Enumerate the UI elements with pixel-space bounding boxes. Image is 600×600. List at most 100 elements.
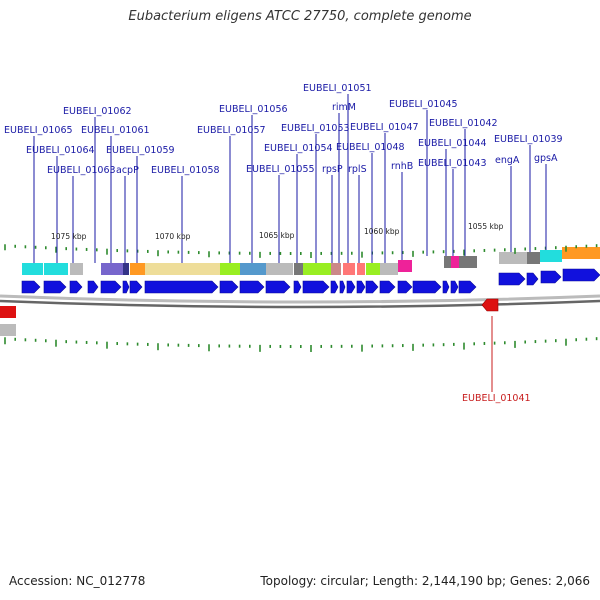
forward-gene-arrow[interactable] xyxy=(412,280,442,294)
genome-backbone xyxy=(0,299,600,309)
reverse-gene-arrow[interactable] xyxy=(481,298,499,312)
gene-label[interactable]: EUBELI_01043 xyxy=(418,158,487,169)
genome-backbone-shadow xyxy=(0,294,600,304)
feature-block xyxy=(499,252,527,264)
gene-label[interactable]: EUBELI_01044 xyxy=(418,138,487,149)
forward-gene-arrow[interactable] xyxy=(397,280,413,294)
feature-block xyxy=(562,247,600,259)
gene-label[interactable]: EUBELI_01047 xyxy=(350,122,419,133)
forward-gene-arrow[interactable] xyxy=(330,280,339,294)
feature-block xyxy=(294,263,303,275)
feature-block xyxy=(451,256,459,268)
feature-block xyxy=(380,263,398,275)
forward-gene-arrow[interactable] xyxy=(540,270,562,284)
forward-gene-arrow[interactable] xyxy=(302,280,330,294)
forward-gene-arrow[interactable] xyxy=(21,280,41,294)
gene-label[interactable]: gpsA xyxy=(534,153,558,164)
forward-gene-arrow[interactable] xyxy=(498,272,526,286)
forward-gene-arrow[interactable] xyxy=(43,280,67,294)
forward-gene-arrow[interactable] xyxy=(442,280,450,294)
feature-block xyxy=(145,263,220,275)
gene-label[interactable]: rpsP xyxy=(322,164,343,175)
forward-gene-arrow[interactable] xyxy=(239,280,265,294)
forward-gene-arrow[interactable] xyxy=(562,268,600,282)
feature-block xyxy=(22,263,43,275)
gene-label[interactable]: EUBELI_01056 xyxy=(219,104,288,115)
gene-label[interactable]: EUBELI_01065 xyxy=(4,125,73,136)
gene-label[interactable]: EUBELI_01053 xyxy=(281,123,350,134)
gene-label[interactable]: EUBELI_01054 xyxy=(264,143,333,154)
feature-block-left-edge xyxy=(0,324,16,336)
feature-block xyxy=(444,256,451,268)
forward-gene-arrow[interactable] xyxy=(219,280,239,294)
gene-label[interactable]: EUBELI_01057 xyxy=(197,125,266,136)
scale-label: 1070 kbp xyxy=(155,232,191,241)
gene-label[interactable]: EUBELI_01059 xyxy=(106,145,175,156)
gene-label[interactable]: rplS xyxy=(348,164,367,175)
feature-block xyxy=(357,263,365,275)
gene-label[interactable]: EUBELI_01042 xyxy=(429,118,498,129)
scale-label: 1055 kbp xyxy=(468,222,504,231)
forward-gene-arrow[interactable] xyxy=(365,280,379,294)
reverse-gene-track xyxy=(481,298,499,312)
reverse-gene-left-edge[interactable] xyxy=(0,306,16,318)
forward-gene-arrow[interactable] xyxy=(293,280,302,294)
feature-block xyxy=(70,263,83,275)
feature-block xyxy=(459,256,477,268)
accession-text: Accession: NC_012778 xyxy=(9,574,146,588)
scale-label: 1060 kbp xyxy=(364,227,400,236)
scale-ticks xyxy=(4,244,598,352)
feature-block xyxy=(44,263,68,275)
feature-block xyxy=(101,263,123,275)
gene-label[interactable]: EUBELI_01063 xyxy=(47,165,116,176)
forward-gene-arrow[interactable] xyxy=(87,280,99,294)
forward-gene-arrow[interactable] xyxy=(129,280,143,294)
forward-gene-arrow[interactable] xyxy=(526,272,539,286)
feature-block xyxy=(130,263,145,275)
feature-block xyxy=(123,263,129,275)
feature-block xyxy=(240,263,266,275)
gene-label[interactable]: EUBELI_01041 xyxy=(462,393,531,404)
feature-block xyxy=(527,252,540,264)
gene-label[interactable]: EUBELI_01061 xyxy=(81,125,150,136)
feature-block xyxy=(540,250,562,262)
forward-gene-arrow[interactable] xyxy=(265,280,291,294)
forward-gene-arrow[interactable] xyxy=(356,280,366,294)
feature-band xyxy=(22,247,600,275)
forward-gene-arrow[interactable] xyxy=(122,280,130,294)
feature-block xyxy=(398,260,412,272)
gene-label[interactable]: EUBELI_01062 xyxy=(63,106,132,117)
gene-label[interactable]: EUBELI_01048 xyxy=(336,142,405,153)
forward-gene-arrow[interactable] xyxy=(144,280,219,294)
gene-label[interactable]: EUBELI_01051 xyxy=(303,83,372,94)
feature-block xyxy=(366,263,380,275)
gene-label[interactable]: EUBELI_01058 xyxy=(151,165,220,176)
gene-label[interactable]: EUBELI_01039 xyxy=(494,134,563,145)
feature-block xyxy=(343,263,355,275)
forward-gene-arrow[interactable] xyxy=(346,280,356,294)
gene-label[interactable]: EUBELI_01045 xyxy=(389,99,458,110)
forward-gene-arrow[interactable] xyxy=(69,280,83,294)
scale-label: 1065 kbp xyxy=(259,231,295,240)
feature-block xyxy=(266,263,293,275)
scale-label: 1075 kbp xyxy=(51,232,87,241)
forward-gene-track xyxy=(21,268,600,294)
forward-gene-arrow[interactable] xyxy=(450,280,459,294)
genome-summary-text: Topology: circular; Length: 2,144,190 bp… xyxy=(260,574,590,588)
feature-block xyxy=(303,263,331,275)
forward-gene-arrow[interactable] xyxy=(458,280,477,294)
feature-block xyxy=(331,263,341,275)
gene-leader-lines xyxy=(33,94,547,392)
genome-title: Eubacterium eligens ATCC 27750, complete… xyxy=(128,9,472,24)
gene-label[interactable]: EUBELI_01064 xyxy=(26,145,95,156)
gene-label[interactable]: EUBELI_01055 xyxy=(246,164,315,175)
forward-gene-arrow[interactable] xyxy=(339,280,346,294)
gene-label[interactable]: engA xyxy=(495,155,520,166)
forward-gene-arrow[interactable] xyxy=(379,280,396,294)
gene-label[interactable]: rnhB xyxy=(391,161,413,172)
gene-label[interactable]: rimM xyxy=(332,102,356,113)
forward-gene-arrow[interactable] xyxy=(100,280,122,294)
gene-label[interactable]: acpP xyxy=(116,165,139,176)
feature-block xyxy=(220,263,240,275)
